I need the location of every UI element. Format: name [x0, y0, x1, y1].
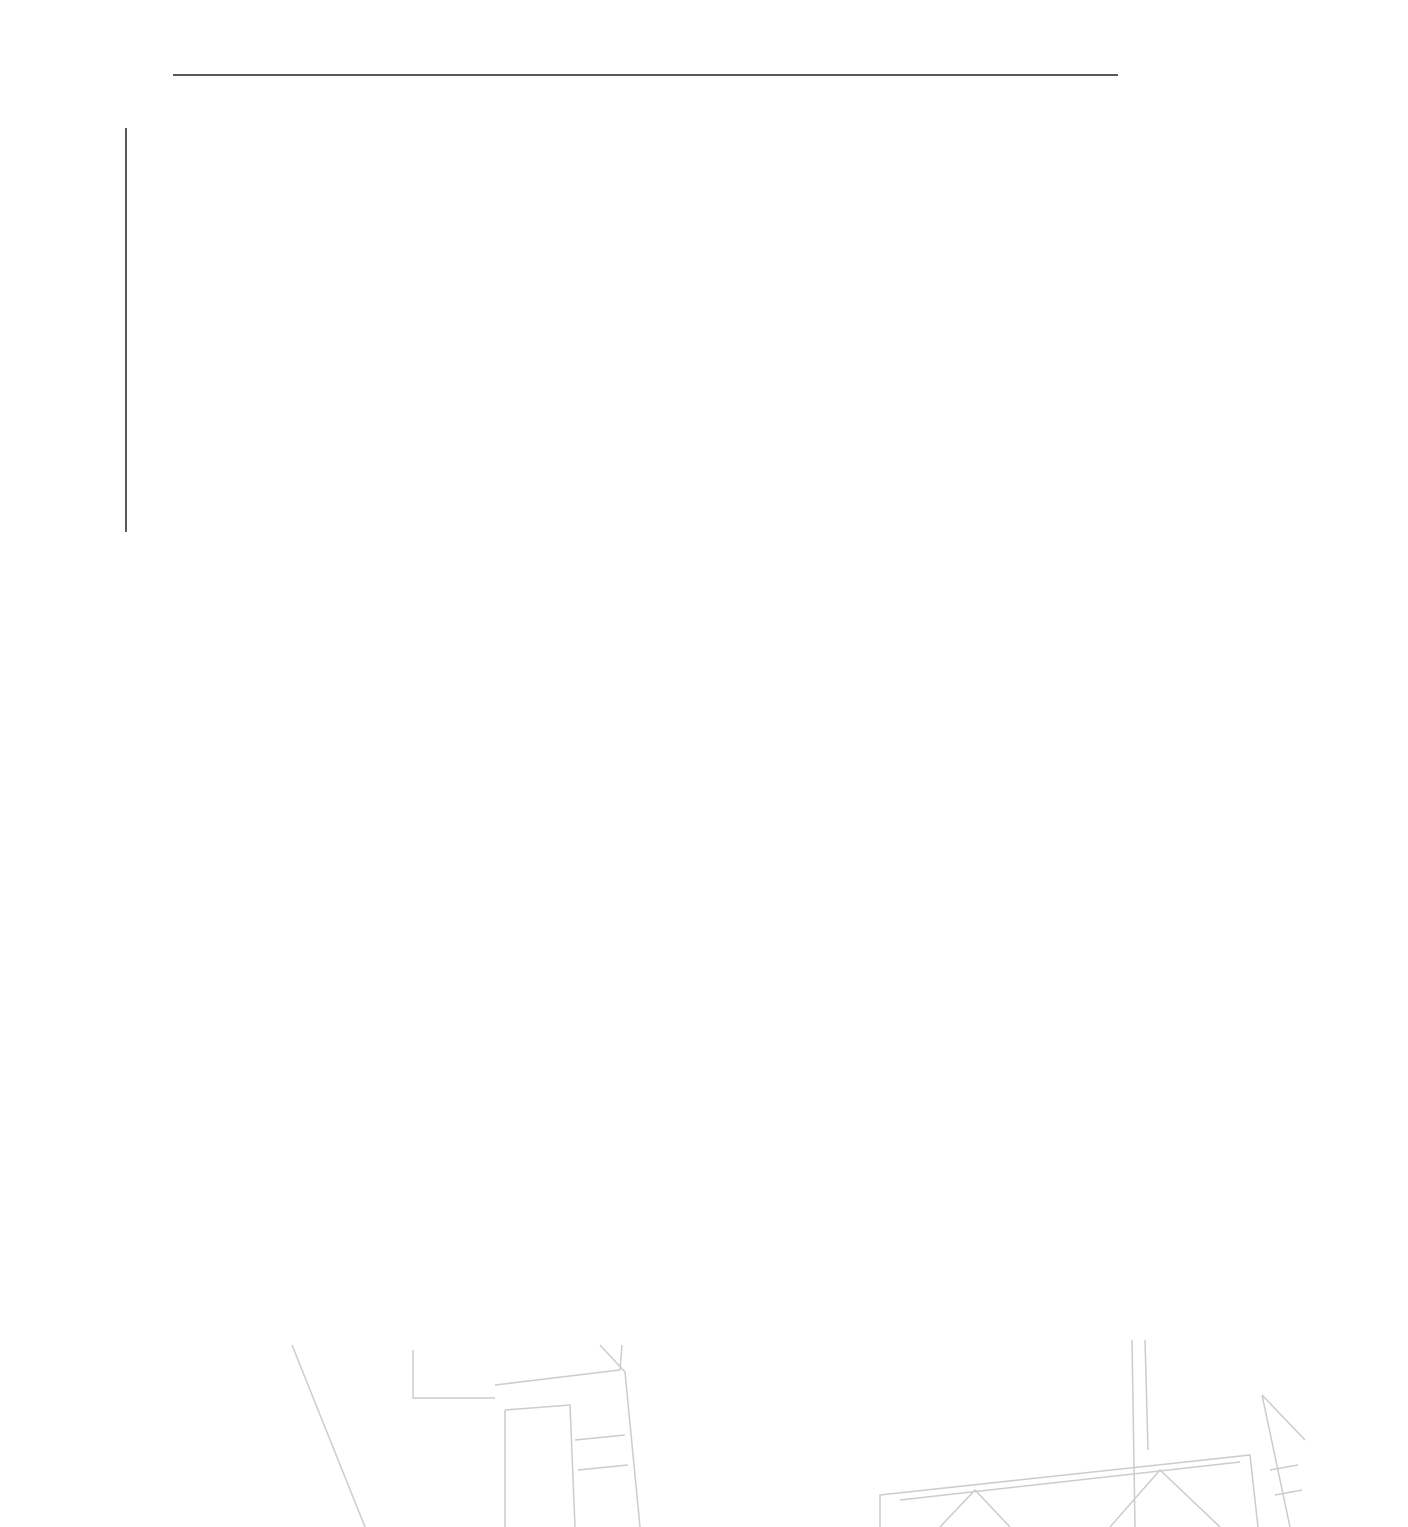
- background-drawing: [291, 1339, 1306, 1527]
- dimension-lines: [125, 74, 1118, 532]
